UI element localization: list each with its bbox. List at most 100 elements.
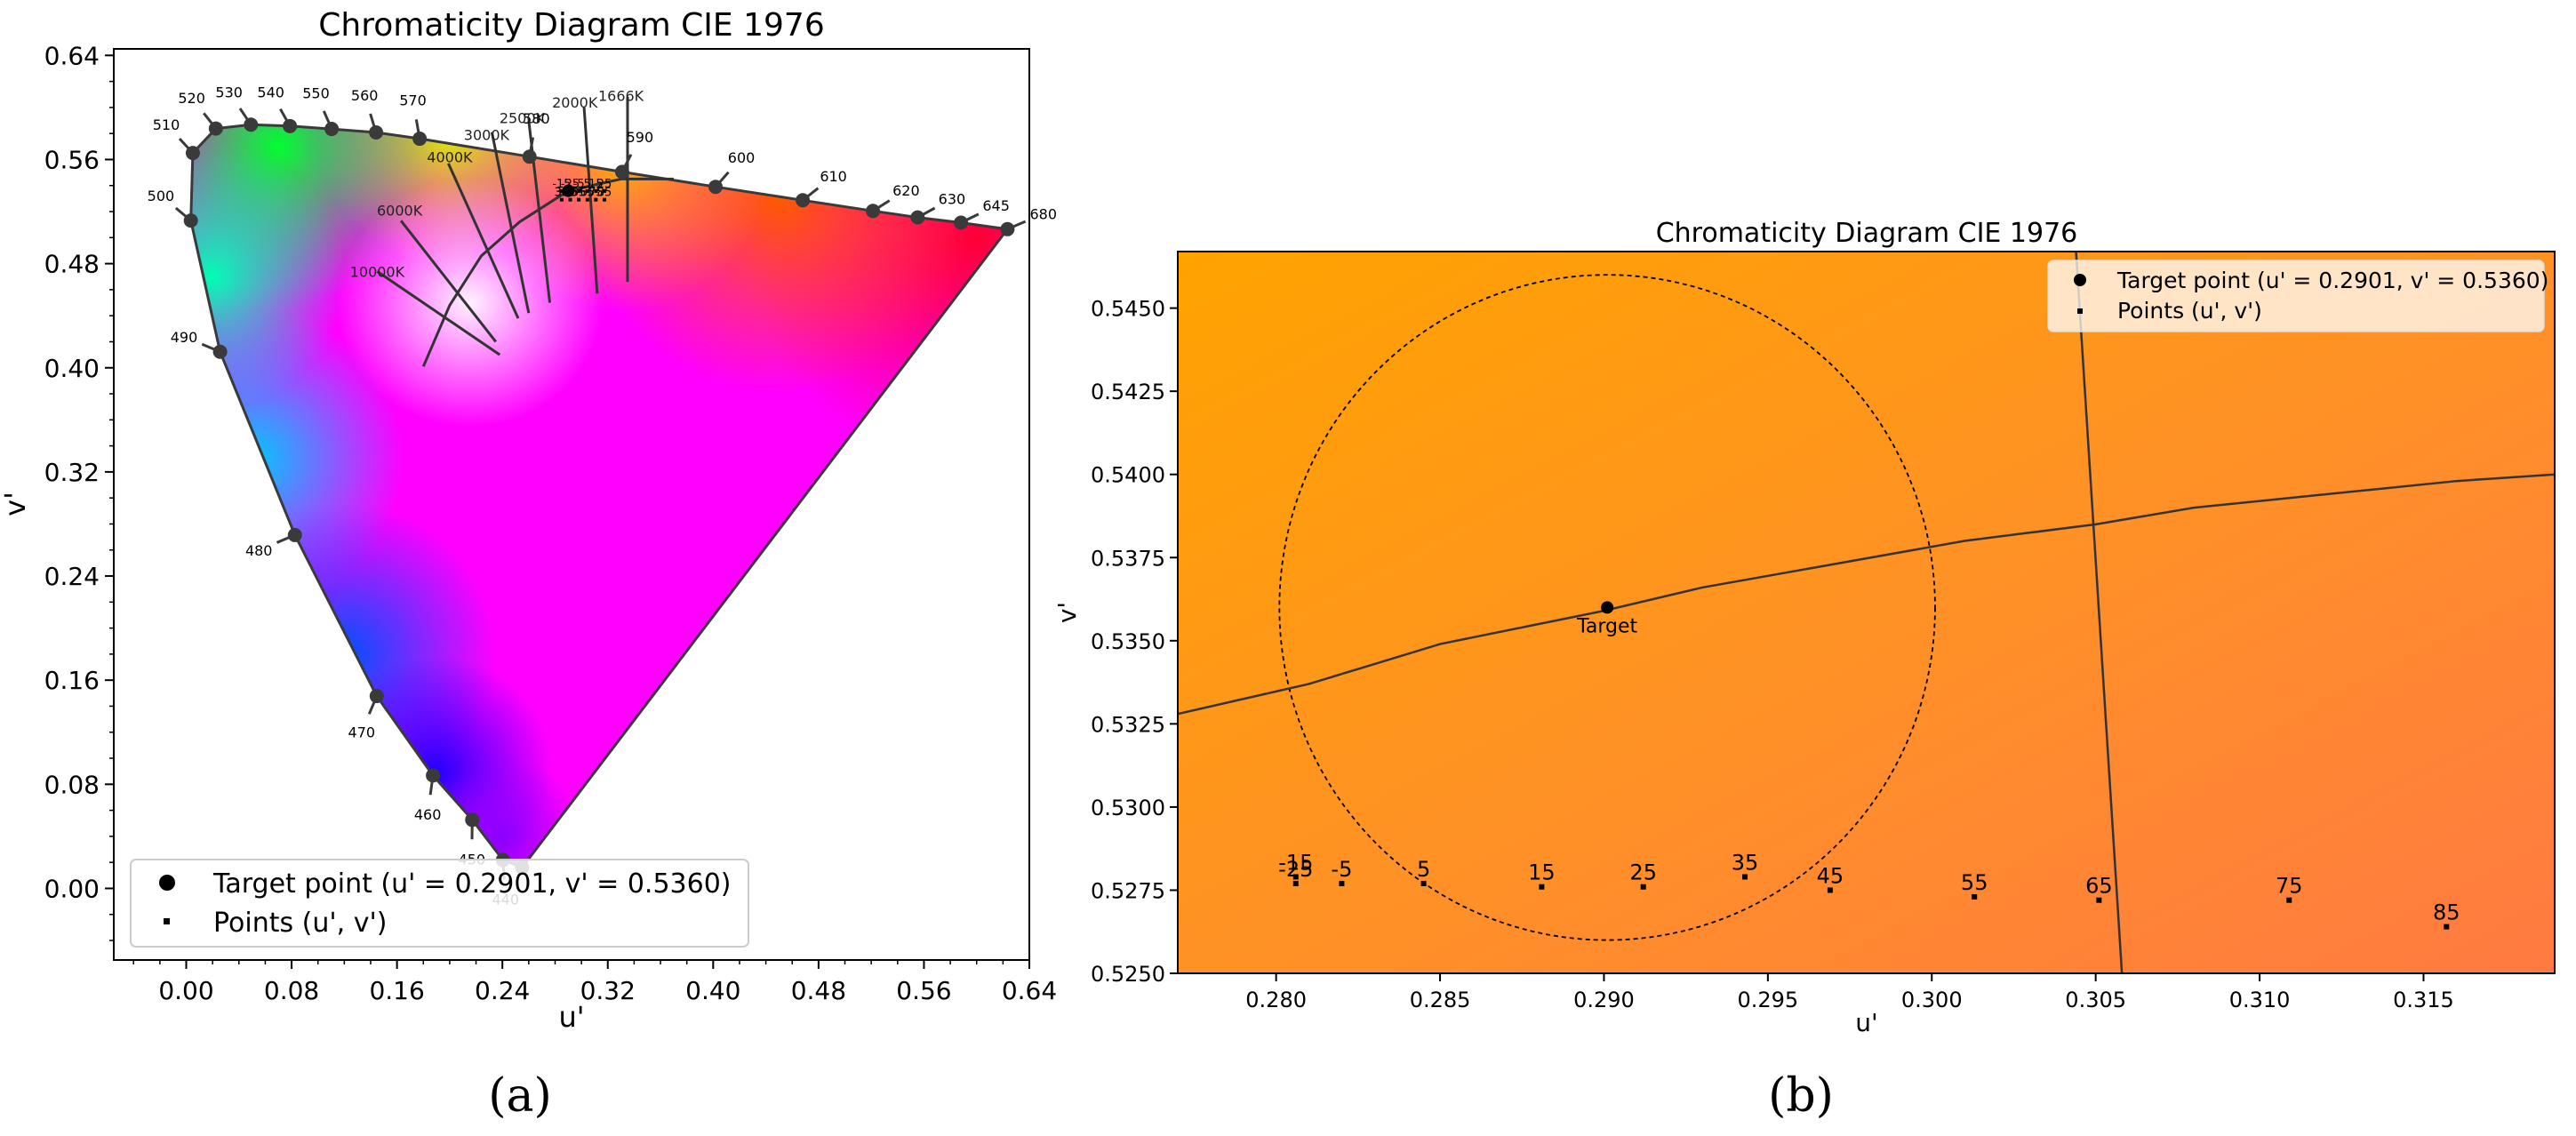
panel-b-ytick-label: 0.5275 [1091, 878, 1165, 903]
panel-a-ytick-label: 0.00 [44, 874, 100, 903]
cct-isotherm [447, 163, 520, 319]
wavelength-label: 645 [982, 197, 1010, 214]
cluster-point-label: 55 [572, 187, 587, 200]
wavelength-label: 480 [245, 542, 273, 559]
wavelength-tick [620, 154, 633, 173]
panel-a-xtick-label: 0.32 [580, 976, 636, 1005]
panel-a-caption: (a) [488, 1069, 552, 1123]
panel-b-ytick-label: 0.5300 [1091, 796, 1165, 820]
cluster-point [594, 188, 598, 193]
panel-a-xtick-label: 0.08 [264, 976, 319, 1005]
panel-a-xtick-label: 0.16 [369, 976, 424, 1005]
measured-point [1420, 880, 1427, 886]
cct-label: 10000K [350, 263, 405, 280]
target-point [1601, 601, 1614, 614]
wavelength-label: 570 [399, 92, 427, 109]
wavelength-label: 550 [302, 85, 330, 102]
panel-b-title: Chromaticity Diagram CIE 1976 [1656, 218, 2078, 249]
panel-b-xtick-label: 0.295 [1737, 988, 1798, 1012]
panel-b-legend-target-label: Target point (u' = 0.2901, v' = 0.5360) [2116, 268, 2548, 293]
cct-label: 1666K [598, 88, 644, 105]
measured-point-label: 15 [1528, 860, 1556, 885]
cct-label: 2000K [552, 94, 598, 111]
panel-b-legend: Target point (u' = 0.2901, v' = 0.5360) … [2047, 260, 2548, 332]
panel-b-xtick-label: 0.290 [1573, 988, 1635, 1012]
measured-point [1827, 887, 1833, 893]
wavelength-label: 620 [892, 182, 920, 199]
cluster-point [577, 197, 581, 202]
panel-b-ytick-label: 0.5325 [1091, 712, 1165, 737]
panel-a-ytick-label: 0.24 [44, 562, 100, 591]
measured-point-label: 25 [1629, 860, 1657, 885]
cluster-point [602, 188, 606, 193]
panel-a-legend-target-label: Target point (u' = 0.2901, v' = 0.5360) [212, 868, 732, 900]
wavelength-tick [916, 206, 936, 219]
wavelength-tick [201, 342, 221, 354]
cluster-point-label: 75 [588, 187, 604, 200]
panel-b-legend-points-label: Points (u', v') [2117, 298, 2262, 324]
panel-a-xtick-label: 0.56 [896, 976, 951, 1005]
panel-a-axes-frame [113, 48, 1030, 961]
panel-a-ytick-label: 0.16 [44, 666, 100, 695]
wavelength-tick [322, 110, 333, 130]
cct-isotherm [399, 220, 497, 343]
wavelength-label: 580 [523, 110, 550, 127]
panel-a-legend-points-label: Points (u', v') [213, 908, 387, 939]
panel-a-xtick-label: 0.48 [791, 976, 846, 1005]
cct-label: 6000K [377, 202, 423, 219]
panel-a-xlabel: u' [558, 1000, 584, 1034]
cluster-point [568, 197, 572, 202]
measured-point-label: 85 [2433, 900, 2460, 925]
measured-point-label: -25 [1278, 857, 1313, 882]
wavelength-tick [238, 108, 252, 126]
panel-a-xtick-label: 0.00 [158, 976, 213, 1005]
panel-b-ylabel: v' [1052, 602, 1082, 623]
cluster-point [602, 197, 606, 202]
panel-b-ytick-label: 0.5350 [1091, 629, 1165, 654]
panel-a-ytick-label: 0.08 [44, 770, 100, 799]
cluster-point [559, 197, 564, 202]
cct-isotherm [490, 132, 531, 314]
tolerance-circle [1278, 274, 1936, 941]
wavelength-label: 460 [414, 806, 442, 823]
panel-a-legend-box [130, 859, 749, 948]
measured-point [1742, 874, 1748, 880]
locus-color-blob [422, 756, 583, 868]
wavelength-tick [367, 695, 379, 715]
wavelength-label: 470 [348, 724, 376, 741]
wavelength-tick [960, 212, 980, 224]
measured-point-label: -5 [1331, 857, 1352, 882]
measured-point [2286, 897, 2292, 903]
cluster-point-label: 65 [580, 187, 595, 200]
wavelength-label: 600 [728, 149, 756, 166]
planckian-locus [421, 177, 674, 367]
wavelength-label: 610 [820, 168, 847, 185]
wavelength-label: 500 [148, 188, 175, 204]
panel-a-ytick-label: 0.64 [44, 41, 100, 70]
panel-a-ytick-label: 0.48 [44, 250, 100, 279]
wavelength-tick [174, 206, 192, 222]
cct-isotherm [376, 270, 501, 356]
panel-a-xtick-label: 0.64 [1002, 976, 1057, 1005]
panel-a-xtick-label: 0.40 [685, 976, 740, 1005]
panel-b-legend-target-marker [2074, 274, 2086, 286]
measured-point [1292, 880, 1299, 886]
measured-point [1640, 884, 1646, 890]
panel-a-ytick-label: 0.32 [44, 458, 100, 487]
measured-point-label: 65 [2085, 874, 2113, 899]
planckian-locus [1178, 473, 2555, 716]
wavelength-tick [428, 775, 435, 796]
panel-b-background-fill [1178, 252, 2555, 973]
wavelength-label: 540 [257, 84, 284, 100]
wavelength-tick [203, 112, 218, 130]
cluster-point-label: 45 [563, 187, 578, 200]
cluster-point [594, 197, 598, 202]
panel-b-xtick-label: 0.305 [2065, 988, 2126, 1012]
wavelength-tick [414, 119, 421, 140]
panel-b-ytick-label: 0.5450 [1091, 297, 1165, 322]
wavelength-tick [528, 137, 535, 157]
wavelength-tick [714, 171, 730, 188]
measured-point-label: 5 [1417, 857, 1430, 882]
cluster-point-label: 25 [597, 178, 612, 191]
cluster-point [577, 188, 581, 193]
